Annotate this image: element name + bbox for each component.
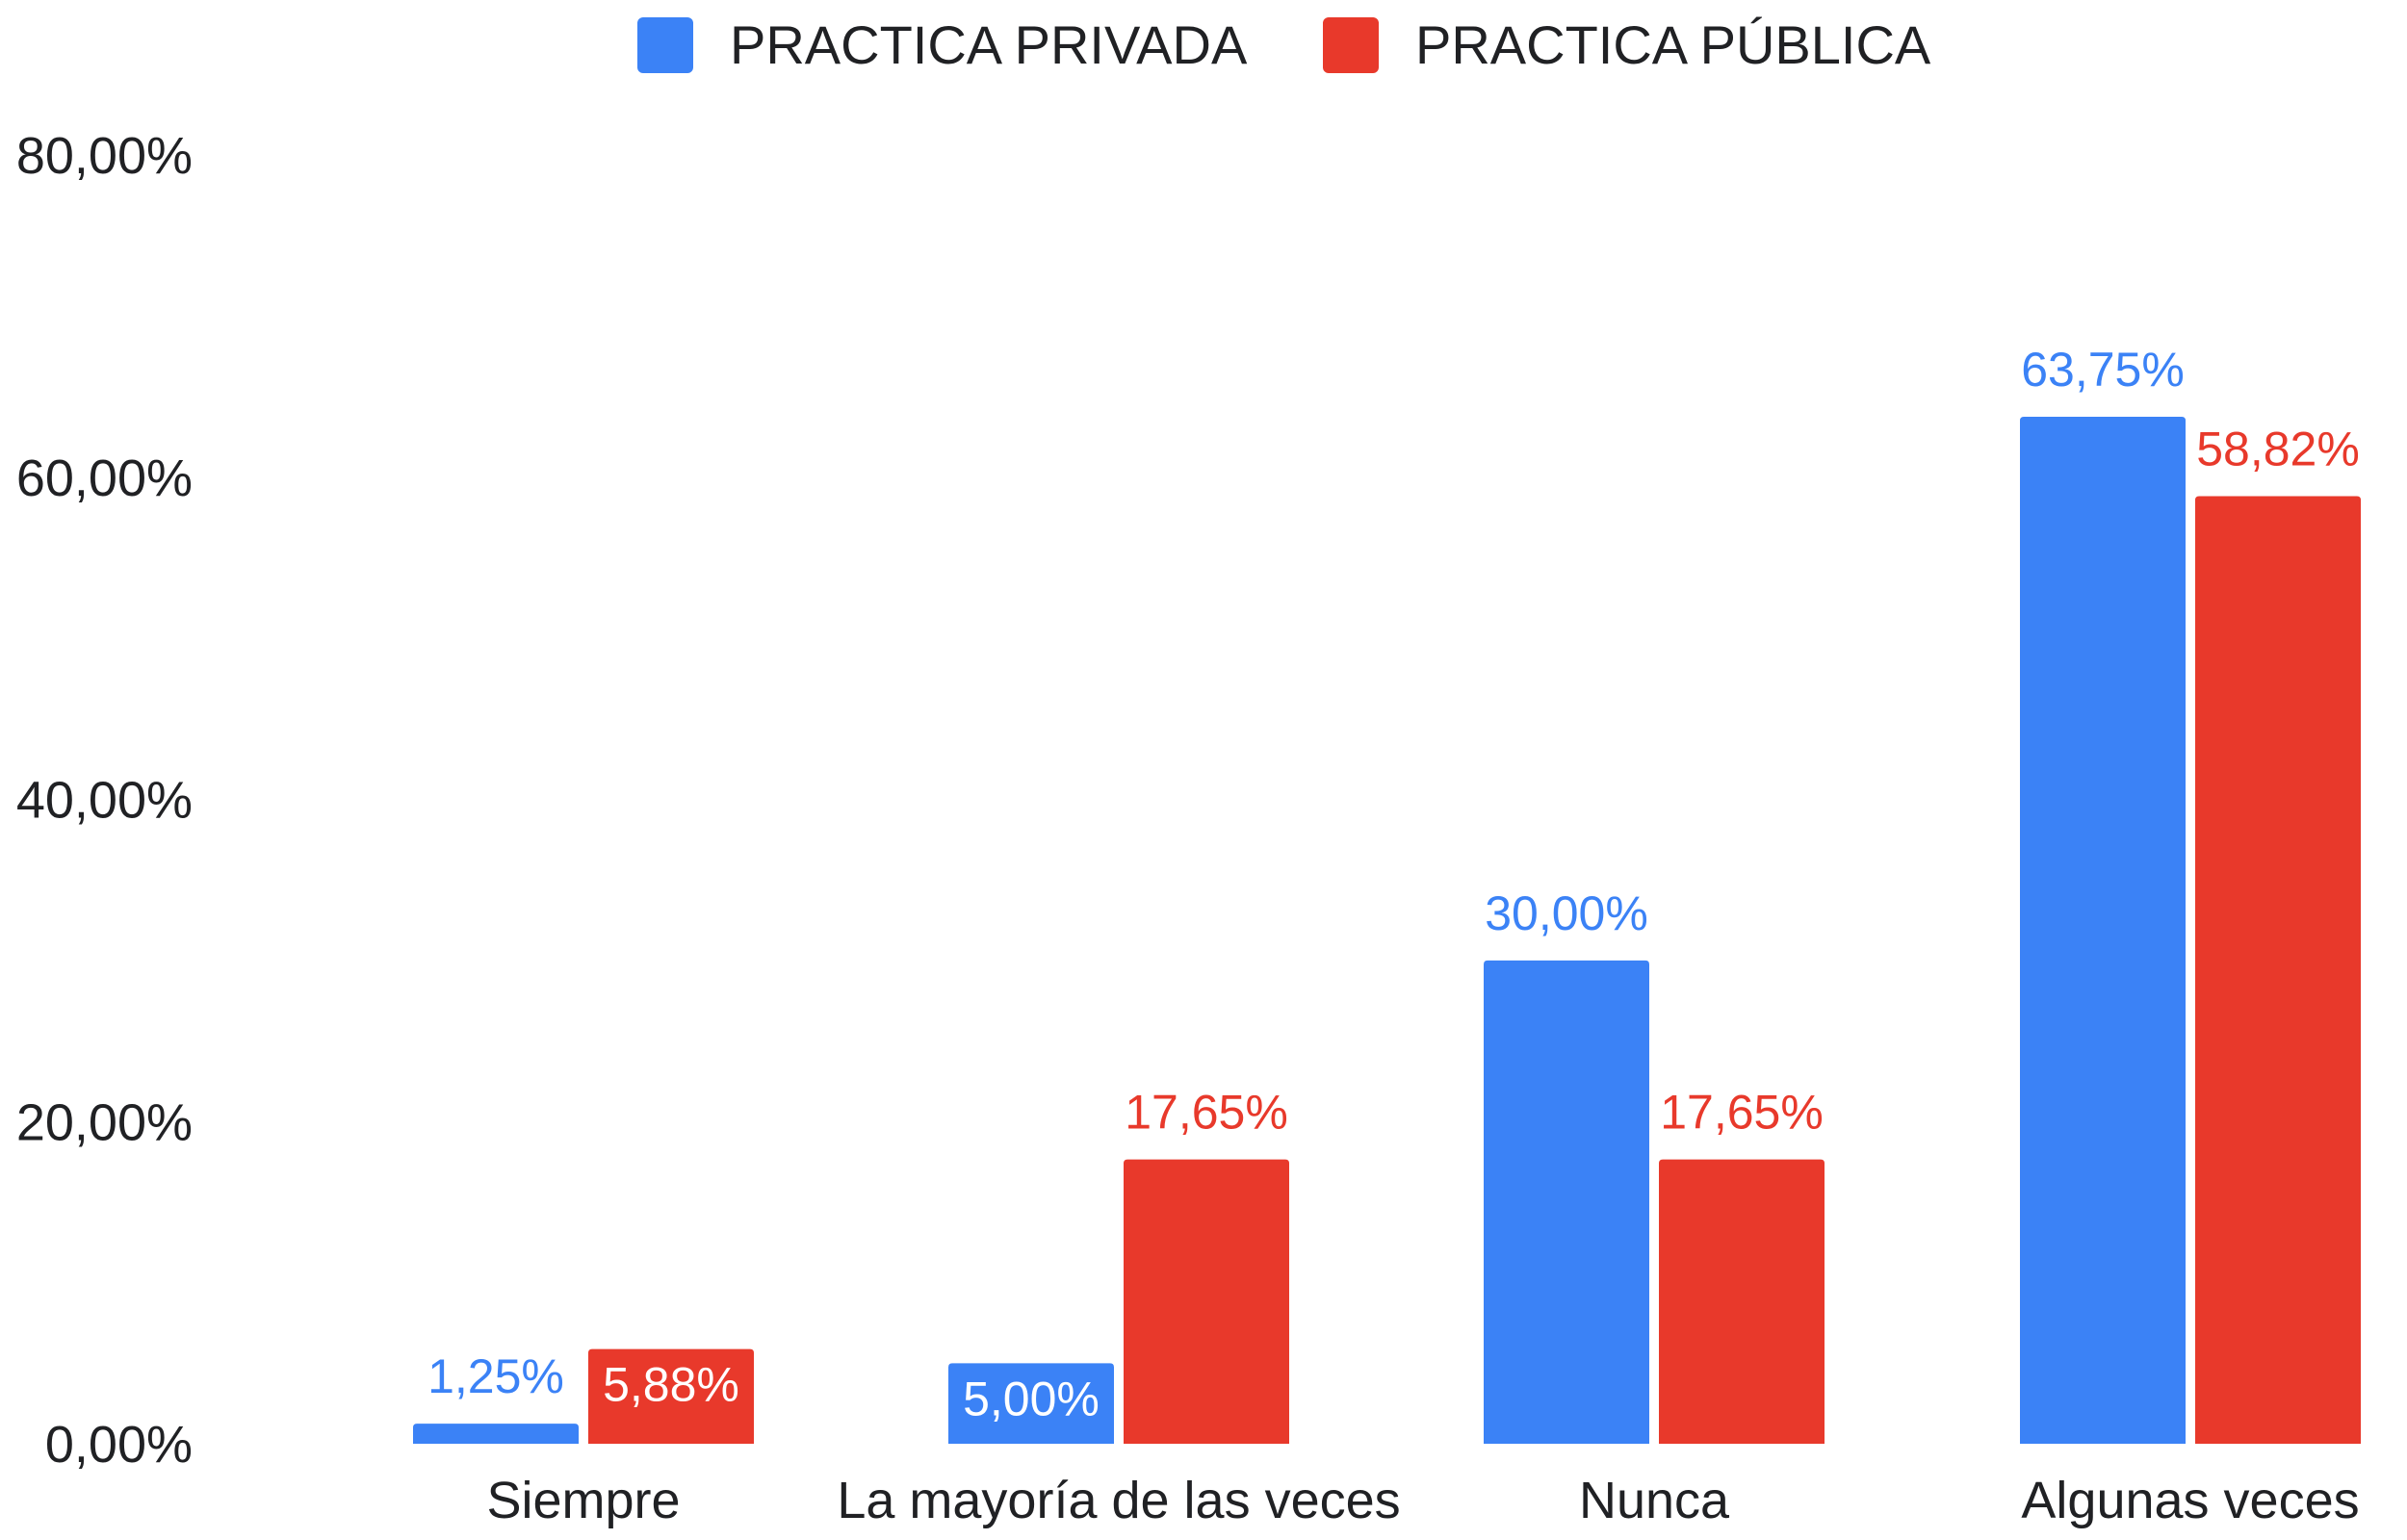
y-tick-label: 40,00%	[16, 772, 193, 830]
data-label: 1,25%	[427, 1349, 564, 1403]
legend-label: PRACTICA PÚBLICA	[1415, 14, 1931, 75]
bar-practica-publica-siempre	[588, 1348, 754, 1444]
y-axis: 0,00% 20,00% 40,00% 60,00% 80,00%	[16, 127, 193, 1474]
data-label: 30,00%	[1485, 886, 1648, 940]
x-category-label: Algunas veces	[2021, 1472, 2359, 1529]
bar-practica-publica-algunas-veces	[2195, 496, 2361, 1444]
bar-practica-privada-algunas-veces	[2020, 416, 2186, 1444]
y-tick-label: 20,00%	[16, 1093, 193, 1151]
bar-practica-privada-nunca	[1484, 960, 1649, 1444]
legend-label: PRACTICA PRIVADA	[730, 14, 1248, 75]
data-label: 58,82%	[2196, 423, 2360, 476]
x-category-label: La mayoría de las veces	[837, 1472, 1400, 1529]
x-category-label: Nunca	[1579, 1472, 1730, 1529]
x-axis: Siempre La mayoría de las veces Nunca Algun…	[486, 1472, 2359, 1529]
data-label: 5,88%	[603, 1358, 739, 1412]
legend-swatch	[637, 17, 693, 73]
data-label: 5,00%	[963, 1372, 1100, 1425]
data-label: 63,75%	[2021, 343, 2185, 397]
bar-practica-privada-la-mayoria-de-las-veces	[948, 1363, 1114, 1444]
data-label: 17,65%	[1125, 1086, 1288, 1140]
bar-practica-publica-nunca	[1659, 1159, 1825, 1444]
bar-practica-privada-siempre	[413, 1424, 579, 1444]
data-labels-group: 1,25% 5,88% 5,00% 17,65% 30,00% 17,65% 63,75%5…	[427, 343, 2360, 1425]
x-category-label: Siempre	[486, 1472, 680, 1529]
y-tick-label: 60,00%	[16, 449, 193, 507]
chart-legend: PRACTICA PRIVADA PRACTICA PÚBLICA	[637, 14, 1931, 75]
y-tick-label: 0,00%	[45, 1416, 193, 1474]
legend-swatch	[1323, 17, 1379, 73]
y-tick-label: 80,00%	[16, 127, 193, 185]
bars-group	[413, 416, 2361, 1444]
bar-practica-publica-la-mayoria-de-las-veces	[1124, 1159, 1289, 1444]
data-label: 17,65%	[1660, 1086, 1824, 1140]
